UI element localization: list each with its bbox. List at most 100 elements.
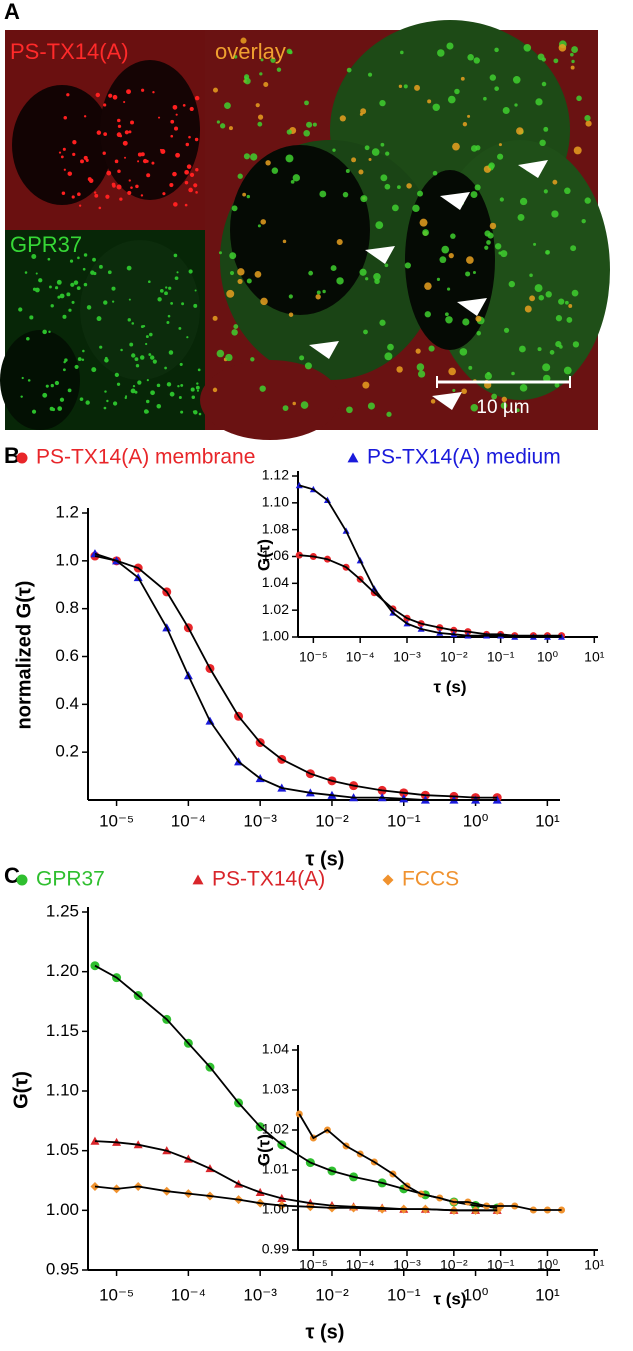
punctum — [172, 171, 177, 177]
punctum — [346, 67, 352, 73]
punctum — [119, 197, 123, 201]
punctum — [111, 286, 116, 291]
marker — [192, 874, 204, 885]
punctum — [174, 126, 179, 131]
punctum — [48, 330, 51, 334]
punctum — [193, 183, 198, 188]
punctum — [462, 318, 470, 326]
punctum — [363, 329, 368, 335]
punctum — [131, 353, 136, 358]
punctum — [379, 319, 386, 326]
y-tick-label: 1.2 — [55, 502, 79, 521]
punctum — [98, 206, 102, 210]
x-tick-label: 10⁻¹ — [387, 811, 421, 830]
y-axis-title: G(τ) — [254, 539, 273, 571]
punctum — [570, 65, 575, 70]
punctum — [74, 364, 79, 369]
punctum — [515, 408, 520, 413]
punctum — [137, 152, 143, 157]
punctum — [228, 126, 233, 131]
punctum — [539, 139, 546, 147]
punctum — [459, 348, 468, 356]
punctum — [448, 367, 456, 376]
punctum — [67, 388, 72, 393]
punctum — [181, 302, 185, 306]
punctum — [551, 210, 559, 218]
punctum — [42, 329, 47, 335]
punctum — [66, 93, 70, 97]
punctum — [519, 345, 526, 353]
punctum — [299, 355, 305, 361]
punctum — [82, 267, 86, 271]
punctum — [367, 402, 375, 410]
x-tick-label: 10⁻³ — [393, 649, 421, 665]
punctum — [312, 122, 317, 127]
punctum — [288, 312, 294, 317]
punctum — [288, 50, 293, 55]
punctum — [117, 124, 122, 129]
punctum — [173, 202, 178, 207]
punctum — [85, 400, 90, 405]
punctum — [140, 194, 144, 197]
punctum — [188, 187, 193, 193]
y-tick-label: 1.05 — [46, 1140, 79, 1159]
punctum — [156, 383, 161, 388]
channel-label: PS-TX14(A) — [10, 39, 129, 64]
punctum — [286, 129, 292, 135]
punctum — [148, 353, 152, 356]
punctum — [197, 368, 201, 372]
punctum — [300, 401, 309, 409]
punctum — [465, 271, 471, 277]
legend-label: GPR37 — [36, 868, 105, 891]
punctum — [31, 254, 37, 260]
x-tick-label: 10⁻⁵ — [299, 649, 328, 665]
punctum — [50, 304, 54, 308]
punctum — [336, 277, 344, 285]
punctum — [103, 103, 107, 107]
punctum — [103, 406, 107, 410]
punctum — [47, 257, 51, 261]
fit-line — [94, 964, 498, 1209]
punctum — [500, 250, 508, 258]
punctum — [218, 251, 222, 255]
x-tick-label: 10⁻⁴ — [346, 649, 375, 665]
punctum — [339, 115, 346, 122]
punctum — [72, 152, 76, 156]
punctum — [90, 270, 95, 275]
y-tick-label: 1.00 — [262, 628, 289, 644]
punctum — [195, 385, 200, 390]
punctum — [145, 399, 150, 404]
punctum — [500, 402, 508, 409]
punctum — [83, 282, 88, 287]
punctum — [359, 112, 363, 116]
punctum — [189, 172, 195, 177]
punctum — [172, 104, 178, 110]
punctum — [119, 134, 123, 138]
punctum — [137, 160, 140, 163]
punctum — [216, 120, 220, 124]
punctum — [156, 403, 162, 409]
punctum — [170, 301, 174, 305]
punctum — [178, 326, 182, 330]
punctum — [71, 195, 75, 199]
x-tick-label: 10¹ — [535, 811, 560, 830]
punctum — [61, 191, 66, 195]
punctum — [32, 287, 37, 291]
punctum — [62, 314, 67, 319]
punctum — [470, 404, 478, 412]
arrowhead — [440, 192, 470, 210]
punctum — [166, 320, 170, 324]
punctum — [571, 59, 575, 64]
punctum — [175, 113, 178, 116]
punctum — [564, 300, 569, 305]
marker — [347, 452, 359, 463]
punctum — [179, 362, 183, 366]
punctum — [533, 242, 537, 246]
y-tick-label: 1.01 — [262, 1161, 289, 1177]
x-axis-title: τ (s) — [433, 677, 466, 696]
punctum — [417, 190, 424, 197]
punctum — [380, 174, 388, 182]
punctum — [534, 284, 543, 293]
punctum — [158, 116, 161, 119]
punctum — [178, 396, 182, 399]
